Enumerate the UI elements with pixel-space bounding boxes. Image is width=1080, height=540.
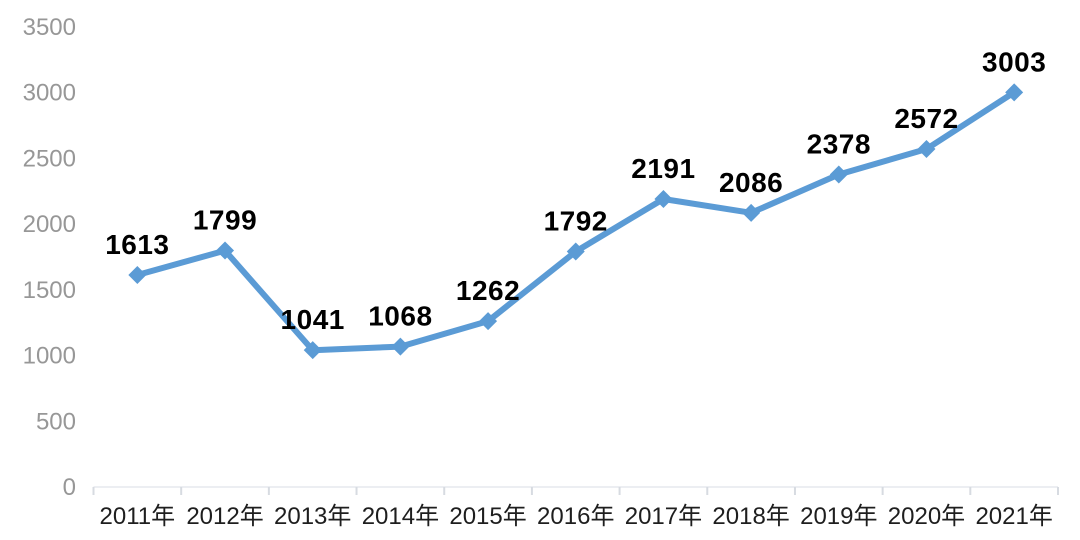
y-tick-label: 2500: [23, 145, 76, 172]
data-point-label: 2191: [631, 153, 695, 184]
x-tick-label: 2014年: [362, 503, 439, 530]
x-tick-label: 2021年: [975, 503, 1052, 530]
data-point-marker: [391, 337, 410, 356]
x-tick-label: 2015年: [449, 503, 526, 530]
data-point-marker: [654, 190, 673, 209]
y-tick-label: 3500: [23, 14, 76, 41]
x-tick-label: 2012年: [186, 503, 263, 530]
data-point-marker: [479, 312, 498, 331]
y-tick-label: 1500: [23, 277, 76, 304]
y-tick-label: 0: [63, 474, 76, 501]
data-point-label: 3003: [982, 46, 1046, 77]
data-point-marker: [216, 241, 235, 260]
data-point-label: 1613: [105, 229, 169, 260]
data-point-marker: [128, 266, 147, 285]
x-tick-label: 2019年: [800, 503, 877, 530]
x-tick-label: 2013年: [274, 503, 351, 530]
data-point-marker: [1005, 83, 1024, 102]
data-point-label: 1799: [193, 205, 257, 236]
data-point-label: 2086: [719, 167, 783, 198]
x-tick-label: 2017年: [625, 503, 702, 530]
y-tick-label: 2000: [23, 211, 76, 238]
x-tick-label: 2018年: [712, 503, 789, 530]
x-tick-label: 2020年: [888, 503, 965, 530]
y-tick-label: 500: [36, 408, 76, 435]
data-point-label: 1068: [368, 301, 432, 332]
data-point-marker: [829, 165, 848, 184]
data-point-marker: [303, 341, 322, 360]
data-point-marker: [566, 242, 585, 261]
data-point-label: 1041: [281, 304, 345, 335]
data-point-label: 1262: [456, 275, 520, 306]
data-point-label: 2378: [807, 128, 871, 159]
y-tick-label: 3000: [23, 80, 76, 107]
data-point-label: 1792: [544, 205, 608, 236]
data-point-marker: [742, 203, 761, 222]
data-point-label: 2572: [894, 103, 958, 134]
y-tick-label: 1000: [23, 343, 76, 370]
x-tick-label: 2016年: [537, 503, 614, 530]
x-tick-label: 2011年: [100, 503, 176, 530]
data-point-marker: [917, 139, 936, 158]
